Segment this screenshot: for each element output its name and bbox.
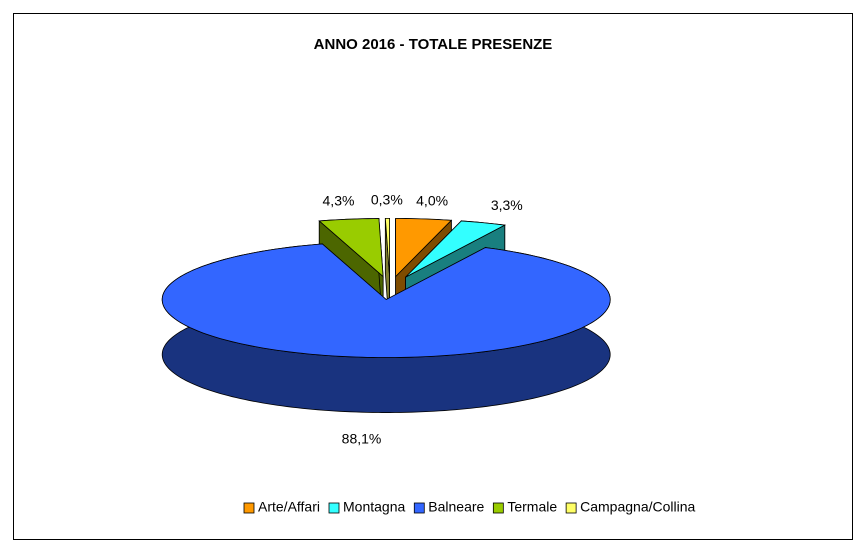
slice-top (395, 218, 453, 278)
legend-swatch (243, 502, 255, 514)
data-label: 4,0% (416, 192, 448, 208)
legend-swatch (413, 502, 425, 514)
chart-title: ANNO 2016 - TOTALE PRESENZE (314, 36, 553, 53)
legend-label: Montagna (343, 499, 405, 515)
slice (161, 243, 611, 413)
data-label: 0,3% (371, 192, 403, 208)
slice-top (405, 220, 507, 278)
slice-top (318, 218, 384, 278)
legend-swatch (328, 502, 340, 514)
data-label: 88,1% (342, 430, 382, 446)
data-label: 3,3% (491, 197, 523, 213)
legend-swatch (565, 502, 577, 514)
legend-label: Balneare (428, 499, 484, 515)
slice-top (384, 218, 390, 277)
legend-label: Campagna/Collina (580, 499, 695, 515)
data-label: 4,3% (323, 193, 355, 209)
legend-label: Arte/Affari (258, 499, 320, 515)
legend-label: Termale (507, 499, 557, 515)
legend-swatch (492, 502, 504, 514)
slice-top (161, 243, 611, 358)
